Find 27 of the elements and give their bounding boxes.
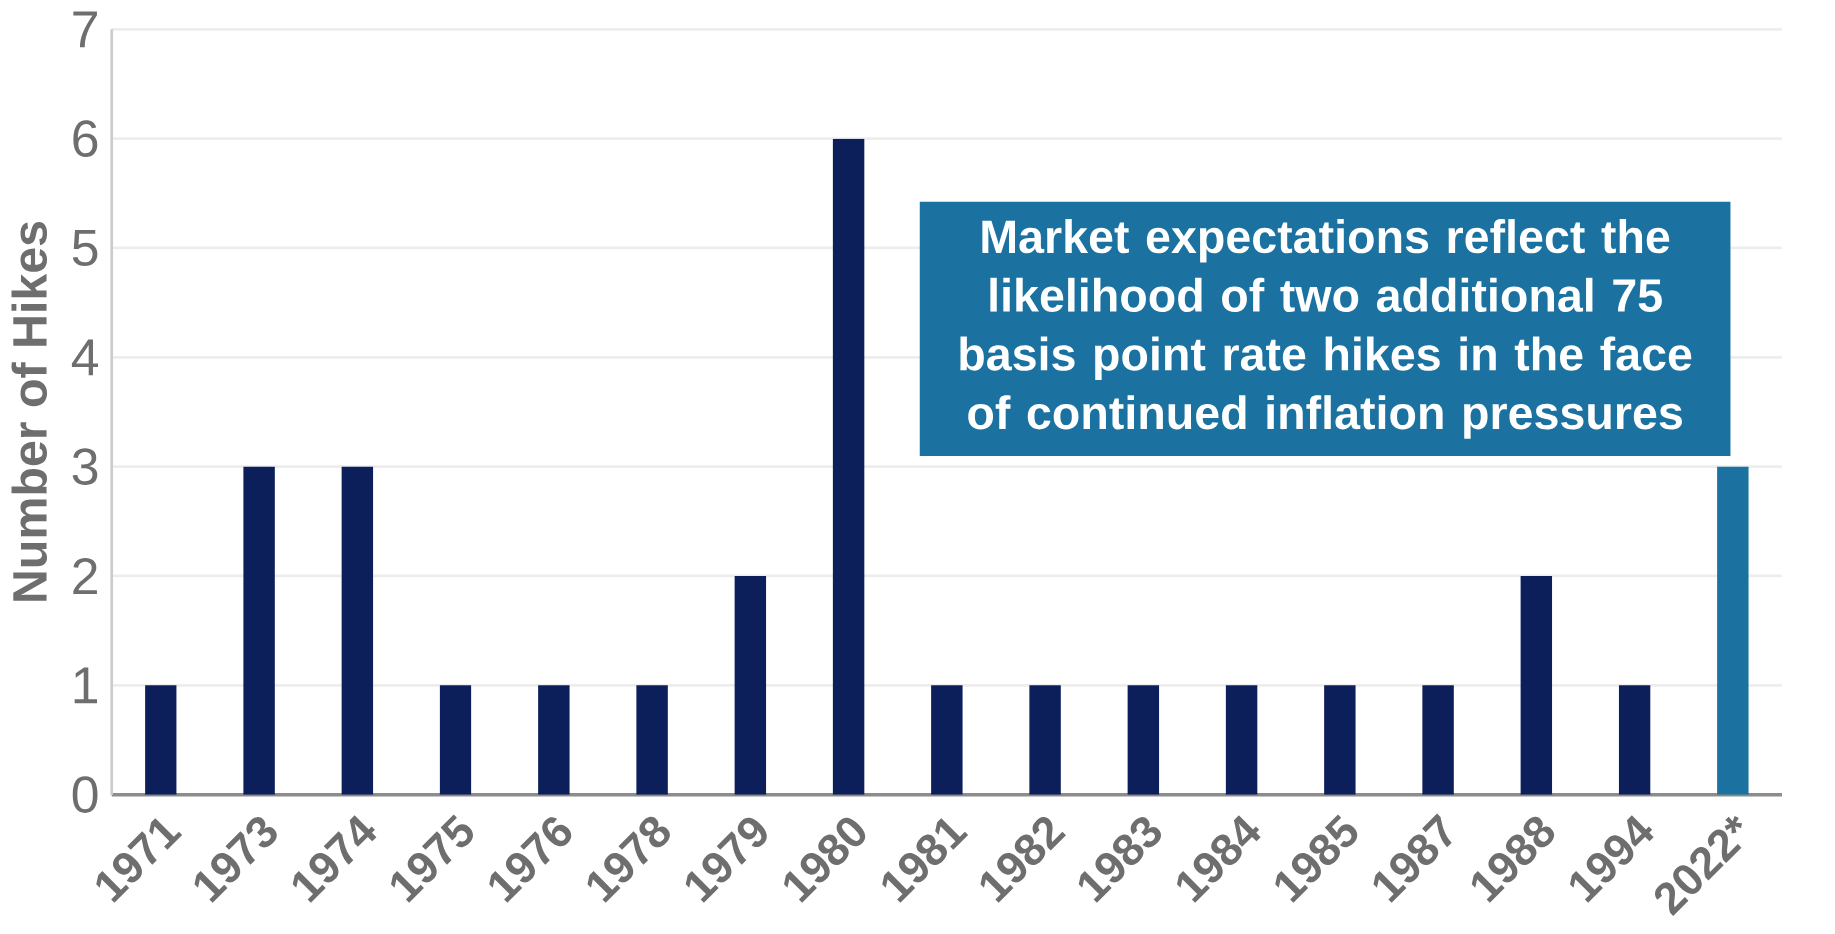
y-tick-label: 7 — [73, 11, 97, 48]
bar — [931, 685, 963, 795]
y-axis-title: Number of Hikes — [11, 222, 48, 601]
bar — [1225, 685, 1258, 795]
bar — [341, 466, 374, 795]
bar — [734, 576, 767, 795]
y-tick-label: 6 — [73, 120, 98, 158]
bar — [1422, 685, 1454, 795]
y-tick-label: 3 — [72, 448, 98, 486]
y-tick-label: 1 — [74, 667, 97, 704]
bar — [1127, 685, 1160, 795]
annotation: Market expectations reflect the likelihood of two additional 75 basis point rate hikes in the face of continued inflation pressures — [960, 219, 1692, 439]
bar — [1618, 685, 1651, 795]
bar — [1717, 466, 1749, 795]
bar — [145, 685, 177, 795]
bar — [439, 685, 472, 795]
bar — [1520, 576, 1553, 795]
bar — [1029, 685, 1061, 795]
bar — [243, 466, 275, 795]
bar — [1324, 685, 1356, 795]
y-tick-label: 0 — [72, 776, 98, 814]
bar — [832, 138, 865, 795]
y-tick-label: 2 — [73, 558, 97, 595]
bar — [636, 685, 668, 795]
y-tick-label: 4 — [71, 339, 99, 376]
y-tick-label: 5 — [72, 230, 98, 267]
bar — [538, 685, 570, 795]
